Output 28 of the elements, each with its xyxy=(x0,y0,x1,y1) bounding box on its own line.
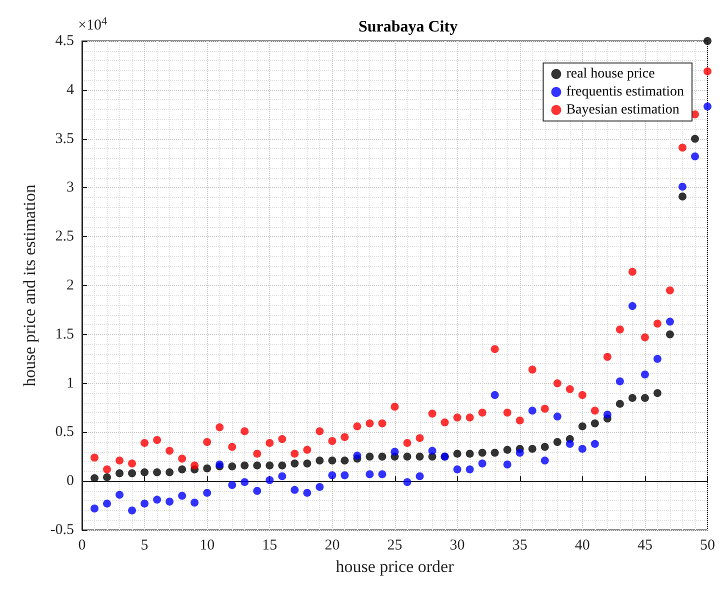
x-axis-title: house price order xyxy=(336,557,454,576)
x-tick-label: 25 xyxy=(387,538,402,554)
x-tick-label: 20 xyxy=(324,538,340,554)
y-tick-label: 2 xyxy=(66,278,74,294)
y-tick-label: 1.5 xyxy=(55,326,74,342)
x-tick-label: 50 xyxy=(700,538,715,554)
legend-label: frequentis estimation xyxy=(566,84,684,100)
y-tick-label: 3 xyxy=(66,180,74,196)
x-tick-label: 40 xyxy=(574,538,590,554)
y-tick-label: 4.5 xyxy=(55,33,74,49)
y-axis-title: house price and its estimation xyxy=(20,184,39,387)
x-tick-label: 30 xyxy=(450,538,465,554)
x-tick-label: 15 xyxy=(262,538,278,554)
x-tick-label: 0 xyxy=(78,538,86,554)
y-tick-label: 0 xyxy=(66,473,74,490)
legend-label: Bayesian estimation xyxy=(566,102,680,118)
x-tick-label: 45 xyxy=(637,538,652,554)
y-tick-label: 2.5 xyxy=(55,228,74,245)
chart-title: Surabaya City xyxy=(358,18,458,36)
y-tick-label: 3.5 xyxy=(55,130,74,147)
y-tick-label: 4 xyxy=(66,82,74,98)
x-tick-label: 5 xyxy=(140,538,148,554)
y-tick-label: 1 xyxy=(66,375,74,392)
y-tick-label: 0.5 xyxy=(55,424,74,440)
x-tick-label: 35 xyxy=(512,538,528,554)
x-tick-label: 10 xyxy=(200,538,215,554)
y-tick-label: -0.5 xyxy=(50,522,74,538)
legend-label: real house price xyxy=(566,66,655,82)
